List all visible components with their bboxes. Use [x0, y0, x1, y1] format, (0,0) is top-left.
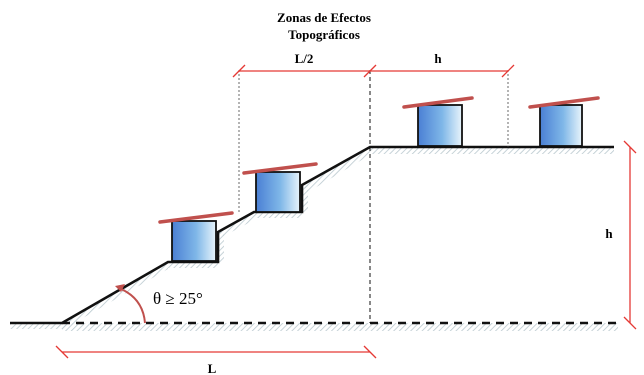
- label-h-right: h: [605, 226, 613, 241]
- dimension-h-vertical: [623, 140, 637, 330]
- dimension-length: [55, 345, 377, 359]
- house-4: [528, 96, 600, 147]
- house-1: [158, 211, 234, 262]
- label-half-length: L/2: [295, 51, 314, 66]
- diagram-title-line2: Topográficos: [288, 27, 360, 42]
- label-h-top: h: [434, 51, 442, 66]
- angle-arc: [120, 288, 146, 324]
- angle-arrowhead: [115, 284, 125, 292]
- house-2: [242, 162, 318, 213]
- label-angle: θ ≥ 25°: [153, 289, 203, 308]
- dimension-half-length: [232, 64, 377, 78]
- ground-hatching: [10, 147, 618, 331]
- label-length: L: [208, 361, 217, 375]
- terrain-profile-line: [10, 145, 614, 325]
- dimension-h-horizontal: [370, 64, 515, 78]
- house-3: [402, 96, 474, 147]
- diagram-title-line1: Zonas de Efectos: [277, 10, 371, 25]
